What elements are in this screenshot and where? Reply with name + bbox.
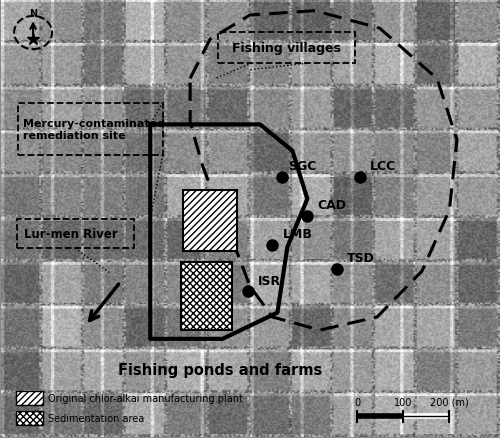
- Text: Fishing ponds and farms: Fishing ponds and farms: [118, 362, 322, 377]
- Text: Original chlor-alkai manufacturing plant: Original chlor-alkai manufacturing plant: [48, 393, 243, 403]
- Text: 100: 100: [394, 397, 412, 407]
- Bar: [218, 32, 354, 64]
- Text: Lur-men River: Lur-men River: [24, 227, 118, 240]
- Text: Fishing villages: Fishing villages: [232, 42, 340, 55]
- Bar: [16, 392, 43, 406]
- Text: LMB: LMB: [282, 227, 312, 240]
- Text: 0: 0: [354, 397, 360, 407]
- Text: 200 (m): 200 (m): [430, 397, 469, 407]
- Text: Mercury-contaminated
remediation site: Mercury-contaminated remediation site: [23, 119, 165, 140]
- Bar: [16, 411, 43, 425]
- Text: ISR: ISR: [258, 275, 280, 288]
- Text: SGC: SGC: [288, 159, 317, 172]
- Text: CAD: CAD: [318, 198, 346, 212]
- Text: LCC: LCC: [370, 159, 396, 172]
- Text: TSD: TSD: [347, 251, 375, 264]
- Text: N: N: [29, 9, 37, 19]
- Text: Sedimentation area: Sedimentation area: [48, 413, 144, 423]
- Bar: [182, 191, 236, 252]
- Bar: [181, 263, 232, 330]
- Bar: [18, 103, 163, 155]
- Bar: [16, 219, 134, 249]
